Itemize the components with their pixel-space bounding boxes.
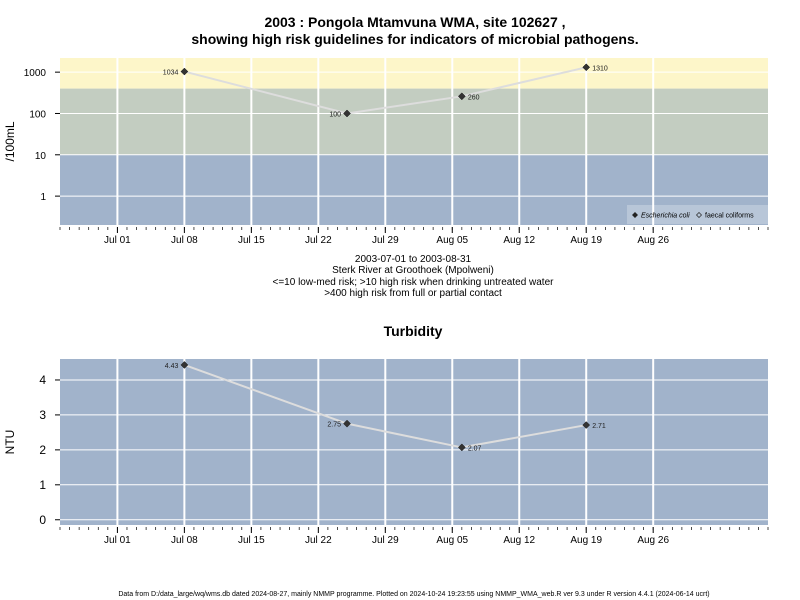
microbial-series-line-0 bbox=[184, 66, 587, 115]
microbial-data-label: 260 bbox=[468, 94, 480, 101]
microbial-data-label: 1034 bbox=[163, 70, 179, 77]
turbidity-ytick-label-1: 1 bbox=[39, 478, 46, 492]
turbidity-data-label: 2.71 bbox=[592, 423, 606, 430]
microbial-chart-panel: 1 10 100 1000/100mL Jul 01 Jul 08 Jul 15 Jul 22… bbox=[3, 58, 769, 246]
turbidity-ytick-label-4: 4 bbox=[39, 373, 46, 387]
turbidity-xtick-label-7: Aug 19 bbox=[570, 535, 602, 546]
microbial-xtick-label-0: Jul 01 bbox=[104, 235, 131, 246]
microbial-x-axis: Jul 01 Jul 08 Jul 15 Jul 22 Jul 29 Aug 05 Aug … bbox=[59, 227, 769, 246]
microbial-ytick-label-3: 1000 bbox=[24, 68, 47, 79]
caption-contact-guideline: >400 high risk from full or partial cont… bbox=[324, 288, 502, 299]
turbidity-data-point bbox=[343, 419, 351, 428]
microbial-data-point bbox=[457, 92, 466, 101]
microbial-ytick-label-2: 100 bbox=[29, 109, 46, 120]
microbial-data-label: 100 bbox=[329, 111, 341, 118]
turbidity-ytick-label-0: 0 bbox=[39, 513, 46, 527]
turbidity-data-label: 4.43 bbox=[165, 363, 179, 370]
legend-label-0: Escherichia coli bbox=[641, 213, 690, 220]
legend-label-1: faecal coliforms bbox=[705, 213, 754, 220]
caption-drinking-guideline: <=10 low-med risk; >10 high risk when dr… bbox=[273, 277, 555, 288]
microbial-xtick-label-7: Aug 19 bbox=[570, 235, 602, 246]
microbial-legend: Escherichia coli faecal coliforms bbox=[627, 205, 768, 224]
microbial-data-point bbox=[343, 109, 351, 118]
legend-filled-diamond-icon bbox=[632, 212, 638, 218]
turbidity-data-point bbox=[582, 421, 591, 429]
microbial-xtick-label-8: Aug 26 bbox=[637, 235, 669, 246]
turbidity-data-label: 2.07 bbox=[468, 445, 482, 452]
microbial-risk-band-1 bbox=[60, 88, 768, 155]
microbial-xtick-label-4: Jul 29 bbox=[372, 235, 399, 246]
microbial-ylabel: /100mL bbox=[3, 121, 17, 161]
turbidity-xtick-label-0: Jul 01 bbox=[104, 535, 131, 546]
legend-box bbox=[627, 205, 768, 224]
turbidity-xtick-label-3: Jul 22 bbox=[305, 535, 332, 546]
turbidity-xtick-label-8: Aug 26 bbox=[637, 535, 669, 546]
microbial-ytick-label-0: 1 bbox=[40, 192, 46, 203]
microbial-xtick-label-1: Jul 08 bbox=[171, 235, 198, 246]
microbial-xtick-label-6: Aug 12 bbox=[503, 235, 535, 246]
turbidity-xtick-label-1: Jul 08 bbox=[171, 535, 198, 546]
microbial-data-point bbox=[582, 63, 591, 72]
turbidity-data-point bbox=[180, 361, 189, 369]
microbial-risk-band-0 bbox=[60, 58, 768, 89]
turbidity-x-axis: Jul 01 Jul 08 Jul 15 Jul 22 Jul 29 Aug 05 Aug … bbox=[59, 527, 769, 546]
footer-data-source: Data from D:/data_large/wq/wms.db dated … bbox=[118, 591, 709, 598]
turbidity-ytick-label-3: 3 bbox=[39, 408, 46, 422]
turbidity-xtick-label-5: Aug 05 bbox=[436, 535, 468, 546]
legend-open-diamond-icon bbox=[696, 212, 702, 218]
microbial-risk-band-2 bbox=[60, 154, 768, 225]
turbidity-xtick-label-4: Jul 29 bbox=[372, 535, 399, 546]
turbidity-ylabel: NTU bbox=[3, 430, 17, 455]
turbidity-series-line-0 bbox=[184, 364, 587, 449]
turbidity-xtick-label-6: Aug 12 bbox=[503, 535, 535, 546]
turbidity-data-label: 2.75 bbox=[327, 422, 341, 429]
turbidity-xtick-label-2: Jul 15 bbox=[238, 535, 265, 546]
caption-date-range: 2003-07-01 to 2003-08-31 bbox=[355, 254, 472, 265]
chart-title-line2: showing high risk guidelines for indicat… bbox=[191, 31, 638, 47]
microbial-data-point bbox=[180, 67, 189, 76]
caption-site-name: Sterk River at Groothoek (Mpolweni) bbox=[332, 265, 494, 276]
turbidity-plot-background bbox=[60, 359, 768, 525]
microbial-data-label: 1310 bbox=[592, 65, 608, 72]
microbial-xtick-label-2: Jul 15 bbox=[238, 235, 265, 246]
turbidity-chart-title: Turbidity bbox=[384, 323, 443, 339]
turbidity-chart-panel: 0 1 2 3 4 NTU Jul 01 Jul 08 Jul 15 Jul 22 Jul 29 Au… bbox=[3, 359, 769, 546]
chart-title-line1: 2003 : Pongola Mtamvuna WMA, site 102627… bbox=[264, 14, 565, 30]
turbidity-ytick-label-2: 2 bbox=[39, 443, 46, 457]
microbial-xtick-label-3: Jul 22 bbox=[305, 235, 332, 246]
turbidity-data-point bbox=[457, 443, 466, 452]
microbial-xtick-label-5: Aug 05 bbox=[436, 235, 468, 246]
microbial-ytick-label-1: 10 bbox=[35, 151, 47, 162]
